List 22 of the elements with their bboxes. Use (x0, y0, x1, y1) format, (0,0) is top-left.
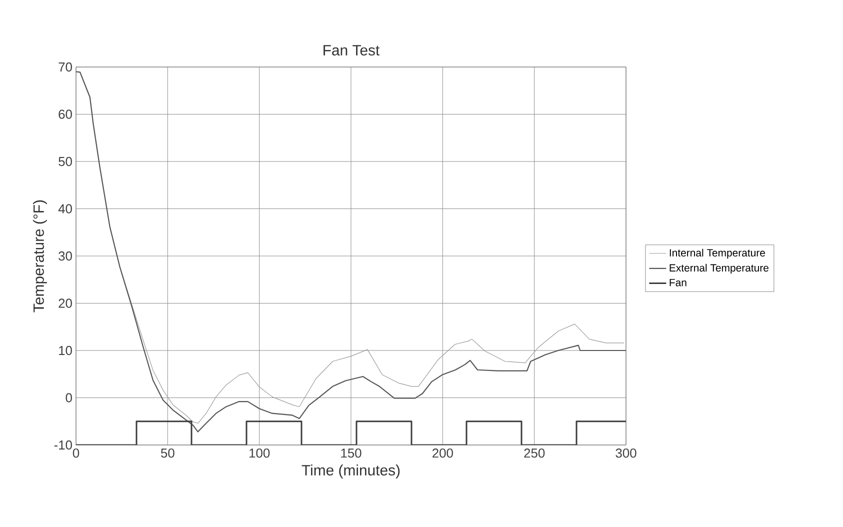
x-tick-label: 200 (432, 448, 453, 458)
x-tick-label: 50 (160, 448, 174, 458)
y-tick-label: 60 (58, 110, 72, 119)
x-axis-title: Time (minutes) (302, 464, 400, 478)
chart-title: Fan Test (324, 45, 380, 56)
y-tick-label: 20 (58, 298, 72, 308)
x-tick-label: 100 (250, 448, 270, 458)
y-tick-label: 10 (59, 346, 72, 356)
y-tick-label: 0 (66, 393, 72, 402)
y-tick-label: 40 (58, 204, 72, 214)
x-tick-label: 150 (341, 448, 362, 458)
y-tick-label: -10 (54, 440, 72, 450)
y-tick-label: 70 (58, 62, 72, 72)
x-tick-label: 0 (72, 448, 80, 458)
y-axis-title: Temperature (°F) (32, 200, 47, 312)
legend-label: Fan (670, 278, 686, 286)
legend-label: External Temperature (670, 264, 768, 274)
x-tick-label: 250 (524, 448, 545, 458)
x-tick-label: 300 (616, 448, 636, 458)
legend-label: Internal Temperature (670, 248, 765, 259)
y-tick-label: 30 (58, 251, 72, 261)
y-tick-label: 50 (58, 156, 72, 166)
